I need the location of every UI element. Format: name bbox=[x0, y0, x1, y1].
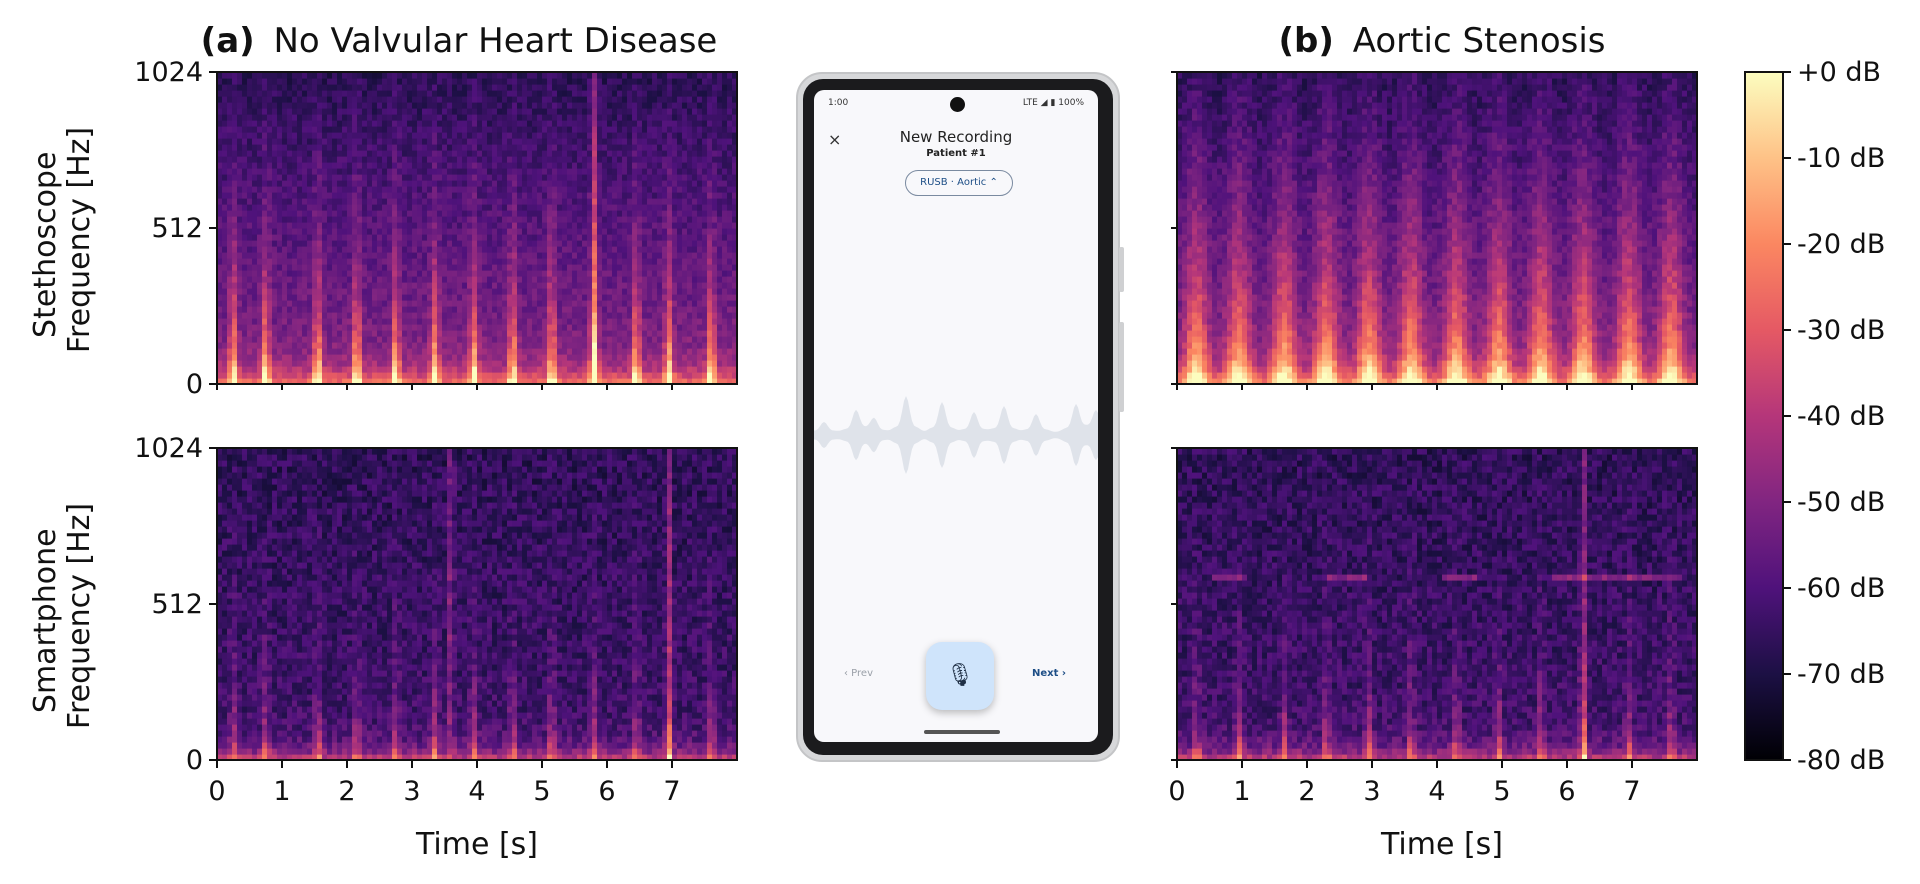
colorbar-tick-label-6: -60 dB bbox=[1797, 573, 1885, 604]
spectrogram-b-smartphone bbox=[1177, 448, 1698, 761]
xtick-label-a-7: 7 bbox=[663, 776, 680, 807]
phone-mockup: 1:00 LTE ◢ ▮ 100% × New Recording Patien… bbox=[796, 72, 1120, 762]
xtick-label-a-1: 1 bbox=[273, 776, 290, 807]
spectrogram-a-stethoscope bbox=[217, 72, 738, 385]
xlabel-b: Time [s] bbox=[1380, 827, 1503, 862]
xtick-label-a-5: 5 bbox=[533, 776, 550, 807]
xlabel-a: Time [s] bbox=[415, 827, 538, 862]
xtick-label-b-3: 3 bbox=[1363, 776, 1380, 807]
colorbar-tick-label-5: -50 dB bbox=[1797, 487, 1885, 518]
ylabel-smartphone-line2: Frequency [Hz] bbox=[62, 503, 97, 729]
xtick-label-b-1: 1 bbox=[1233, 776, 1250, 807]
audio-waveform bbox=[814, 380, 1098, 490]
prev-button[interactable]: ‹ Prev bbox=[844, 668, 873, 679]
title-b: (b) Aortic Stenosis bbox=[1278, 21, 1605, 61]
phone-side-button-power bbox=[1119, 247, 1124, 292]
recording-title: New Recording bbox=[814, 128, 1098, 146]
ytick-label-smartphone-0: 0 bbox=[186, 745, 203, 776]
phone-side-button-volume bbox=[1119, 322, 1124, 412]
colorbar-tick-label-8: -80 dB bbox=[1797, 745, 1885, 776]
status-time: 1:00 bbox=[828, 98, 848, 108]
waveform-path bbox=[814, 396, 1098, 474]
title-a-text: No Valvular Heart Disease bbox=[274, 21, 718, 61]
xtick-label-a-6: 6 bbox=[598, 776, 615, 807]
ytick-label-stethoscope-0: 0 bbox=[186, 369, 203, 400]
ytick-label-stethoscope-1024: 1024 bbox=[134, 57, 203, 88]
front-camera-icon bbox=[950, 97, 965, 112]
ytick-label-smartphone-512: 512 bbox=[151, 589, 203, 620]
mic-record-button[interactable]: 🎙 bbox=[926, 642, 994, 710]
xtick-label-b-5: 5 bbox=[1493, 776, 1510, 807]
patient-label: Patient #1 bbox=[814, 148, 1098, 159]
xtick-label-a-0: 0 bbox=[208, 776, 225, 807]
title-a: (a) No Valvular Heart Disease bbox=[201, 21, 718, 61]
xtick-label-a-4: 4 bbox=[468, 776, 485, 807]
ylabel-smartphone-line1: Smartphone bbox=[28, 528, 63, 713]
ylabel-stethoscope-line2: Frequency [Hz] bbox=[62, 127, 97, 353]
ylabel-smartphone: Smartphone Frequency [Hz] bbox=[28, 503, 97, 729]
title-b-text: Aortic Stenosis bbox=[1353, 21, 1606, 61]
colorbar-tick-label-4: -40 dB bbox=[1797, 401, 1885, 432]
xtick-label-b-6: 6 bbox=[1558, 776, 1575, 807]
ylabel-stethoscope: Stethoscope Frequency [Hz] bbox=[28, 127, 97, 353]
ytick-label-stethoscope-512: 512 bbox=[151, 213, 203, 244]
colorbar-tick-label-3: -30 dB bbox=[1797, 315, 1885, 346]
spectrogram-b-stethoscope bbox=[1177, 72, 1698, 385]
xtick-label-a-3: 3 bbox=[403, 776, 420, 807]
xtick-label-a-2: 2 bbox=[338, 776, 355, 807]
next-button[interactable]: Next › bbox=[1032, 668, 1066, 679]
colorbar-tick-label-2: -20 dB bbox=[1797, 229, 1885, 260]
colorbar-tick-label-7: -70 dB bbox=[1797, 659, 1885, 690]
colorbar-tick-label-1: -10 dB bbox=[1797, 143, 1885, 174]
xtick-label-b-4: 4 bbox=[1428, 776, 1445, 807]
ylabel-stethoscope-line1: Stethoscope bbox=[28, 152, 63, 338]
status-indicators: LTE ◢ ▮ 100% bbox=[1023, 98, 1084, 108]
home-indicator bbox=[924, 730, 1000, 734]
phone-screen: 1:00 LTE ◢ ▮ 100% × New Recording Patien… bbox=[814, 90, 1098, 742]
recording-header: New Recording Patient #1 bbox=[814, 128, 1098, 159]
spectrogram-a-smartphone bbox=[217, 448, 738, 761]
xtick-label-b-2: 2 bbox=[1298, 776, 1315, 807]
colorbar-tick-label-0: +0 dB bbox=[1797, 57, 1881, 88]
ytick-label-smartphone-1024: 1024 bbox=[134, 433, 203, 464]
colorbar-bar bbox=[1745, 72, 1783, 760]
mic-icon: 🎙 bbox=[946, 663, 974, 688]
title-a-prefix: (a) bbox=[201, 21, 255, 61]
xtick-label-b-0: 0 bbox=[1168, 776, 1185, 807]
xtick-label-b-7: 7 bbox=[1623, 776, 1640, 807]
title-b-prefix: (b) bbox=[1278, 21, 1333, 61]
location-selector-chip[interactable]: RUSB · Aortic ⌃ bbox=[905, 170, 1013, 196]
colorbar: +0 dB -10 dB -20 dB -30 dB -40 dB -50 dB -60 d… bbox=[1745, 57, 1885, 776]
